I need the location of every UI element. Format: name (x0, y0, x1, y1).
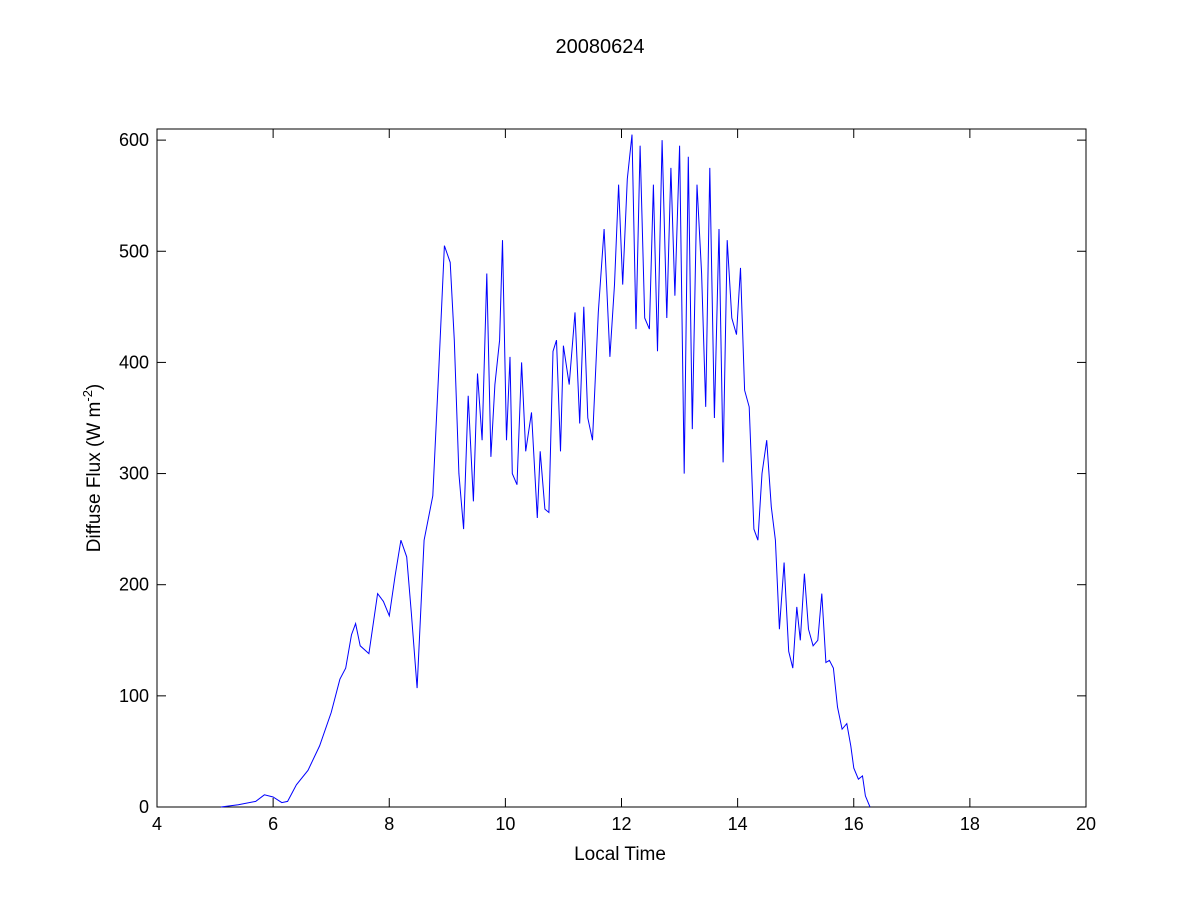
y-tick-label: 300 (119, 464, 149, 484)
y-tick-label: 400 (119, 352, 149, 372)
y-axis-label-main: Diffuse Flux (W m (84, 402, 105, 553)
x-tick-label: 14 (728, 814, 748, 834)
y-axis-label-close: ) (84, 384, 105, 390)
y-axis-label: Diffuse Flux (W m-2) (80, 384, 105, 553)
x-tick-label: 20 (1076, 814, 1096, 834)
diffuse-flux-line (220, 134, 871, 808)
y-axis-label-superscript: -2 (80, 390, 95, 402)
y-tick-label: 500 (119, 241, 149, 261)
y-tick-label: 200 (119, 575, 149, 595)
x-tick-label: 18 (960, 814, 980, 834)
x-tick-label: 16 (844, 814, 864, 834)
y-tick-label: 0 (139, 797, 149, 817)
x-tick-label: 6 (268, 814, 278, 834)
y-tick-label: 600 (119, 130, 149, 150)
chart-title: 20080624 (556, 36, 645, 58)
x-axis-label: Local Time (574, 844, 666, 865)
x-tick-label: 10 (495, 814, 515, 834)
plot-area (156, 128, 1087, 808)
x-tick-label: 4 (152, 814, 162, 834)
y-axis: 0 100 200 300 400 500 600 (119, 130, 1086, 817)
x-tick-label: 8 (384, 814, 394, 834)
x-tick-label: 12 (611, 814, 631, 834)
y-tick-label: 100 (119, 686, 149, 706)
x-axis: 4 6 8 10 12 14 16 18 20 (152, 129, 1096, 834)
